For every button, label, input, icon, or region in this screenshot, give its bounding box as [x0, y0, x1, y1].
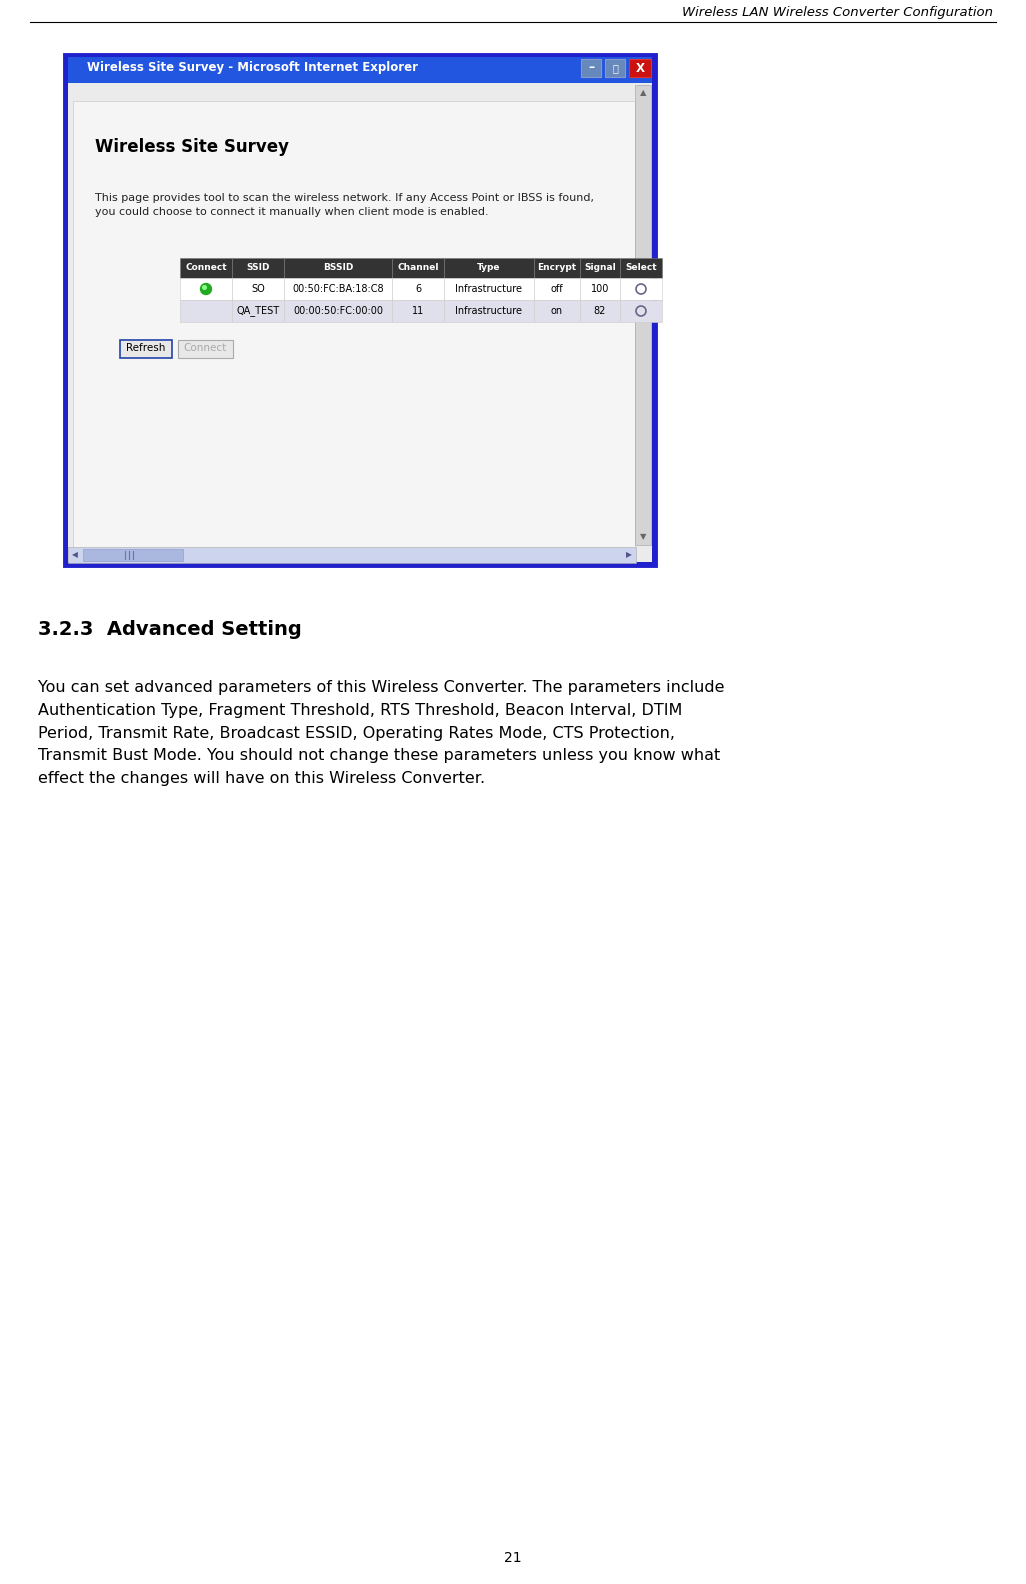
Bar [232, 258, 284, 279]
Text: BSSID: BSSID [323, 263, 353, 272]
Text: 00:00:50:FC:00:00: 00:00:50:FC:00:00 [293, 306, 383, 315]
Text: 00:50:FC:BA:18:C8: 00:50:FC:BA:18:C8 [292, 284, 384, 295]
Bar [284, 258, 392, 279]
Text: ▼: ▼ [640, 532, 646, 542]
Bar [620, 258, 662, 279]
Text: 3.2.3  Advanced Setting: 3.2.3 Advanced Setting [38, 619, 302, 638]
Bar [284, 279, 392, 299]
Text: 82: 82 [594, 306, 606, 315]
Bar [534, 299, 580, 322]
Text: SSID: SSID [246, 263, 270, 272]
Text: Connect: Connect [184, 344, 227, 353]
Text: X: X [635, 62, 644, 74]
Bar [73, 101, 635, 562]
Bar [534, 279, 580, 299]
Bar [392, 299, 444, 322]
Bar [635, 86, 652, 545]
Text: Refresh: Refresh [126, 344, 165, 353]
Text: 100: 100 [591, 284, 609, 295]
Bar [68, 82, 652, 562]
Text: QA_TEST: QA_TEST [236, 306, 279, 317]
Text: Wireless Site Survey: Wireless Site Survey [95, 138, 289, 155]
Text: Type: Type [477, 263, 501, 272]
Bar [620, 279, 662, 299]
Bar [444, 279, 534, 299]
Bar [580, 279, 620, 299]
Text: Encrypt: Encrypt [538, 263, 577, 272]
Text: Signal: Signal [584, 263, 616, 272]
Text: on: on [551, 306, 563, 315]
Text: Channel: Channel [397, 263, 439, 272]
Bar [284, 299, 392, 322]
Bar [620, 299, 662, 322]
Bar [580, 299, 620, 322]
Text: You can set advanced parameters of this Wireless Converter. The parameters inclu: You can set advanced parameters of this … [38, 680, 724, 786]
Text: ▲: ▲ [640, 89, 646, 98]
Bar [177, 341, 233, 358]
Bar [444, 258, 534, 279]
Text: SO: SO [251, 284, 265, 295]
Text: 21: 21 [504, 1551, 522, 1565]
Text: ⬜: ⬜ [613, 63, 618, 73]
Text: Infrastructure: Infrastructure [456, 284, 522, 295]
Text: –: – [588, 62, 594, 74]
Text: Select: Select [625, 263, 657, 272]
Bar [83, 550, 183, 561]
Text: ◀: ◀ [72, 551, 78, 559]
Bar [68, 546, 636, 562]
Bar [180, 258, 232, 279]
Bar [68, 57, 652, 82]
Text: Wireless Site Survey - Microsoft Internet Explorer: Wireless Site Survey - Microsoft Interne… [87, 62, 418, 74]
Text: 11: 11 [411, 306, 424, 315]
Bar [605, 59, 625, 78]
Bar [180, 279, 232, 299]
Bar [581, 59, 601, 78]
Bar [232, 299, 284, 322]
Bar [534, 258, 580, 279]
Text: ▶: ▶ [626, 551, 632, 559]
Bar [120, 341, 172, 358]
Bar [180, 299, 232, 322]
Bar [580, 258, 620, 279]
Text: This page provides tool to scan the wireless network. If any Access Point or IBS: This page provides tool to scan the wire… [95, 193, 594, 217]
Bar [65, 55, 655, 565]
Bar [629, 59, 652, 78]
Bar [444, 299, 534, 322]
Text: off: off [551, 284, 563, 295]
Bar [232, 279, 284, 299]
Bar [392, 279, 444, 299]
Text: Wireless LAN Wireless Converter Configuration: Wireless LAN Wireless Converter Configur… [682, 6, 993, 19]
Circle shape [200, 284, 211, 295]
Circle shape [203, 285, 206, 290]
Text: Connect: Connect [185, 263, 227, 272]
Text: 6: 6 [415, 284, 421, 295]
Bar [392, 258, 444, 279]
Text: Infrastructure: Infrastructure [456, 306, 522, 315]
